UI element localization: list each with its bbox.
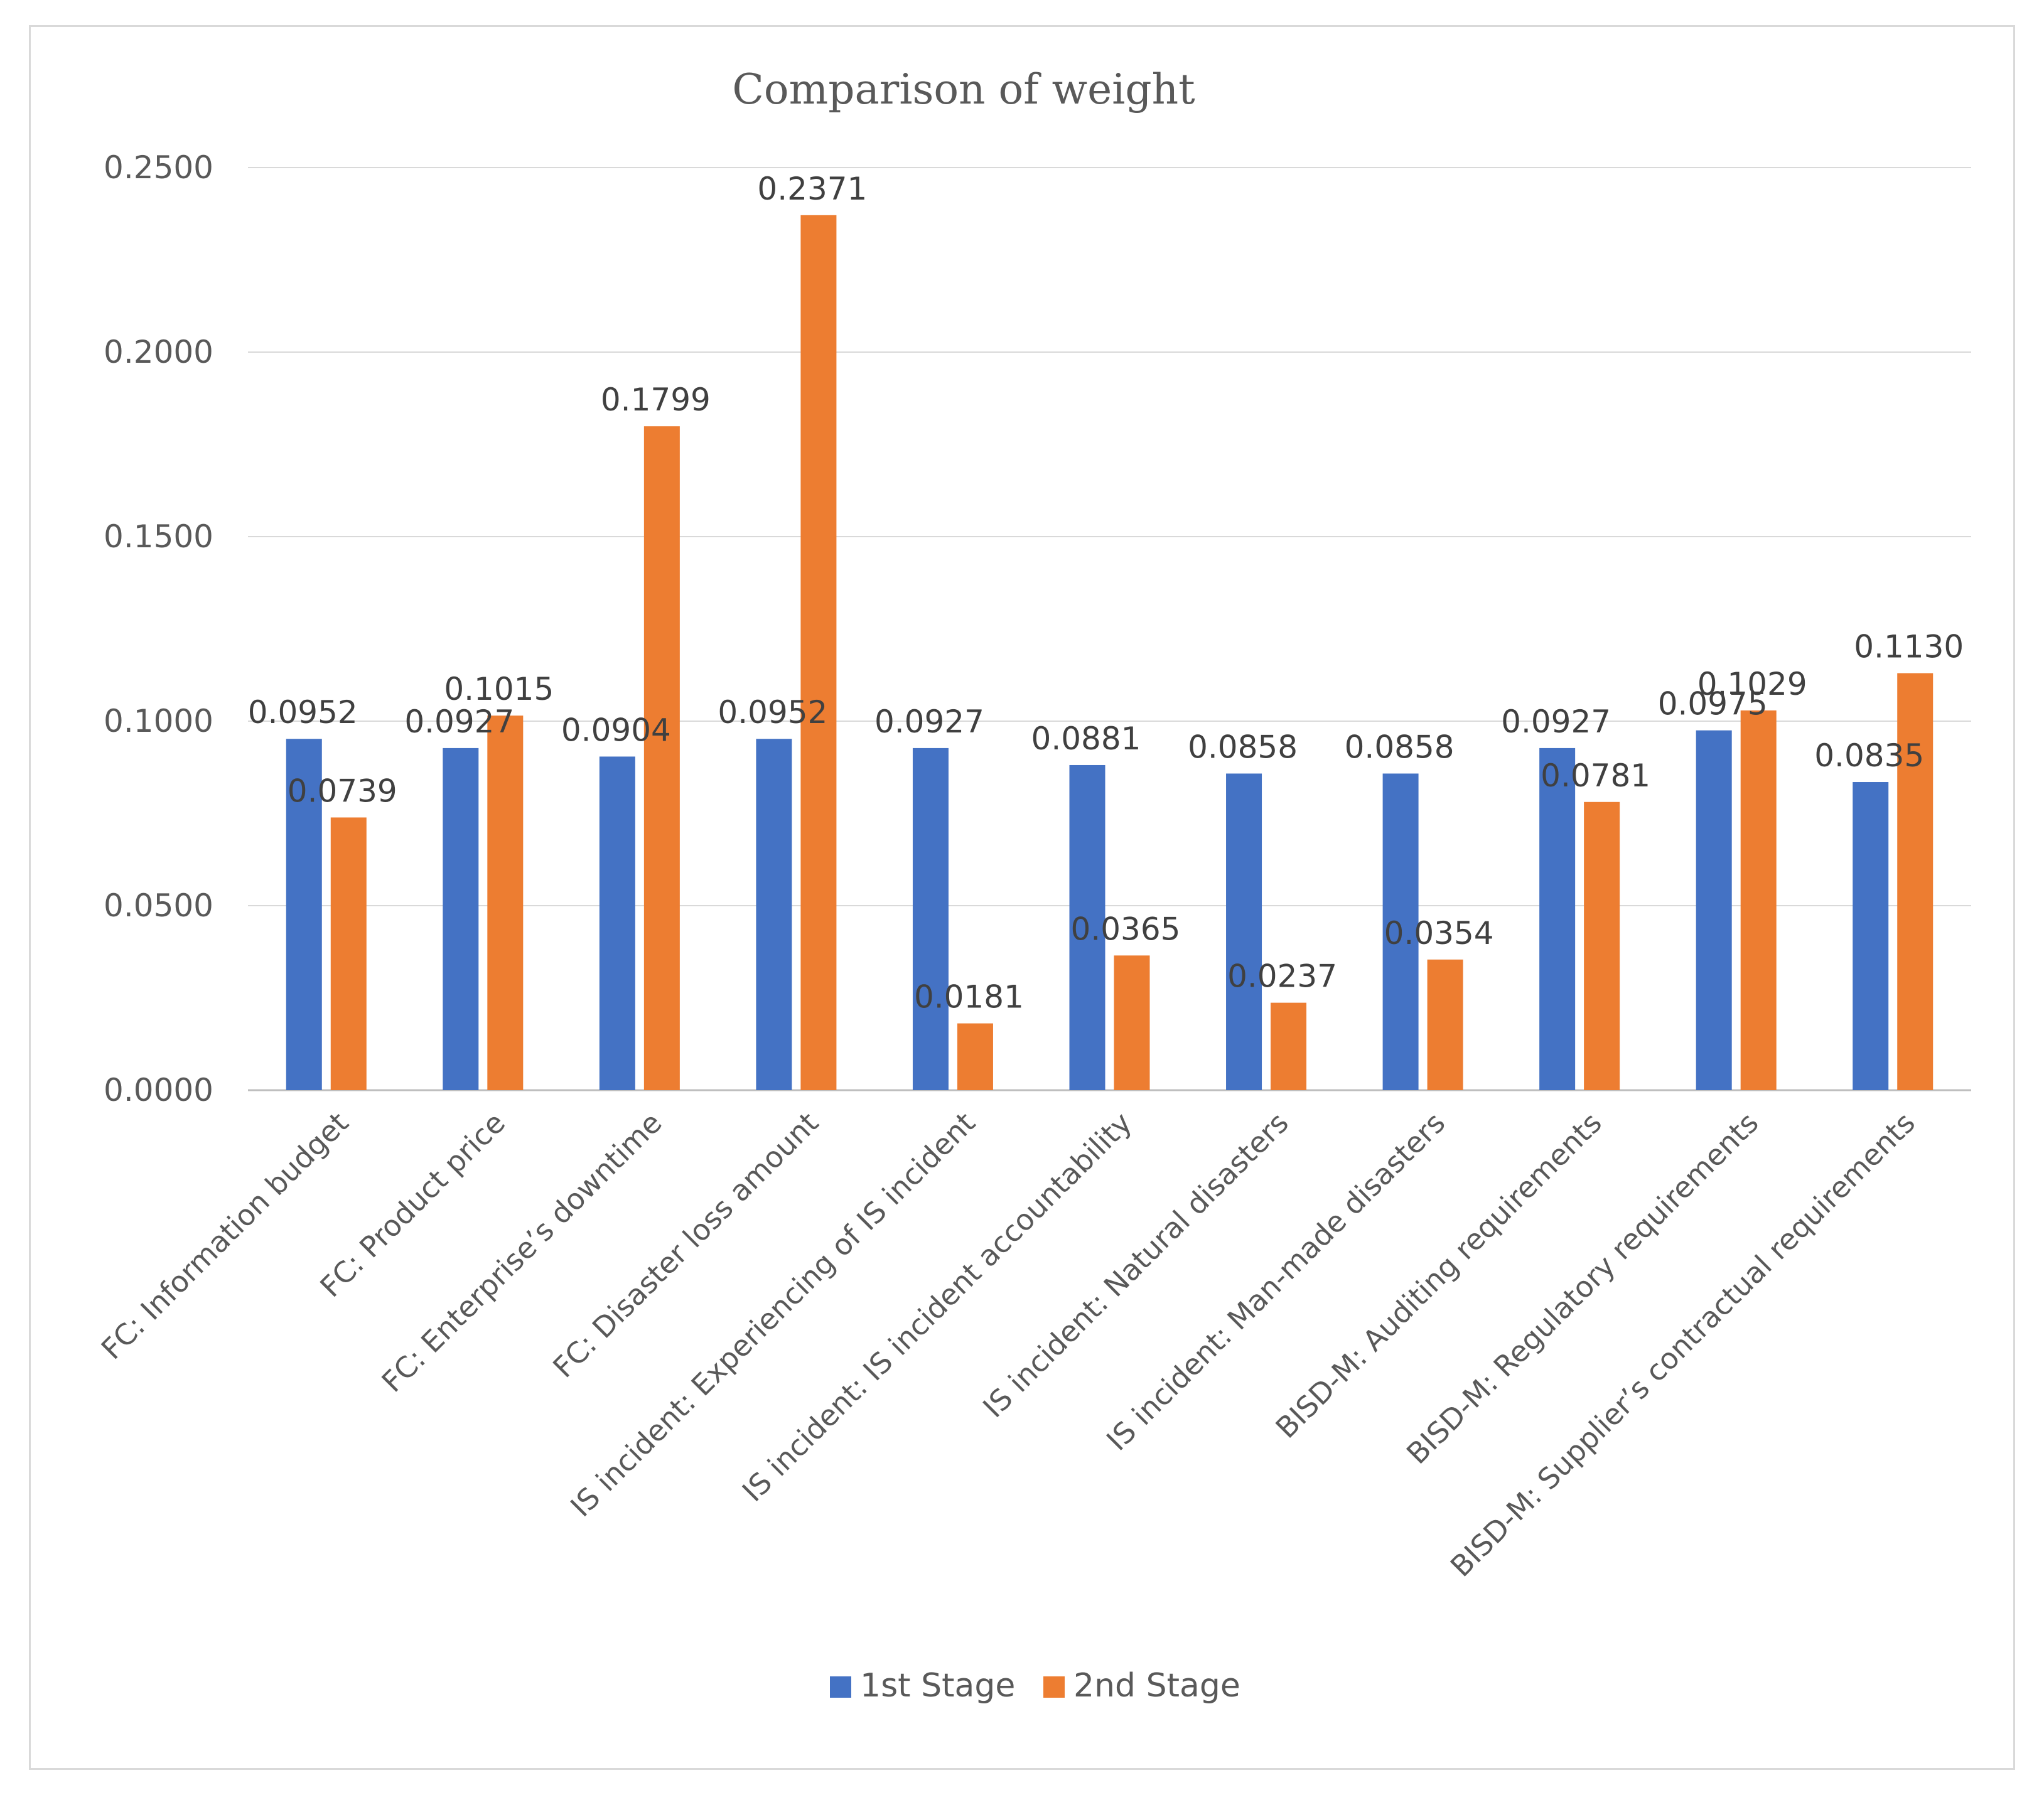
data-label: 0.0858	[1345, 729, 1455, 765]
bar-1st-stage	[1696, 730, 1732, 1090]
data-label: 0.1015	[444, 671, 554, 707]
data-label: 0.0354	[1384, 915, 1494, 951]
bar-1st-stage	[443, 747, 479, 1090]
bar-1st-stage	[1853, 782, 1889, 1090]
bar-2nd-stage	[1114, 955, 1150, 1090]
bar-1st-stage	[1539, 747, 1576, 1090]
data-label: 0.0927	[874, 704, 984, 740]
x-category-label: FC: Disaster loss amount	[546, 1106, 825, 1385]
y-tick-label: 0.2000	[104, 334, 213, 370]
bar-1st-stage	[1382, 773, 1419, 1090]
legend-entry: 2nd Stage	[1073, 1667, 1240, 1705]
bars	[286, 215, 1934, 1090]
data-label: 0.0365	[1071, 911, 1181, 947]
chart-title: Comparison of weight	[732, 65, 1195, 114]
bar-2nd-stage	[1584, 801, 1620, 1090]
data-label: 0.0881	[1031, 721, 1141, 757]
bar-1st-stage	[912, 747, 949, 1090]
legend: 1st Stage 2nd Stage	[830, 1667, 1240, 1705]
data-labels: 0.09520.07390.09270.10150.09040.17990.09…	[248, 171, 1964, 1015]
y-tick-label: 0.2500	[104, 149, 213, 186]
y-tick-label: 0.1000	[104, 703, 213, 739]
bar-2nd-stage	[1427, 959, 1463, 1090]
data-label: 0.0237	[1227, 958, 1337, 995]
legend-swatch	[830, 1676, 851, 1698]
data-label: 0.0952	[718, 694, 827, 731]
x-category-label: IS incident: Natural disasters	[976, 1106, 1295, 1425]
data-label: 0.1130	[1854, 629, 1964, 665]
bar-2nd-stage	[330, 817, 367, 1090]
bar-2nd-stage	[800, 215, 837, 1090]
x-category-label: BISD-M: Auditing requirements	[1269, 1106, 1608, 1445]
data-label: 0.0927	[1501, 704, 1611, 740]
y-axis-ticks: 0.0000 0.0500 0.1000 0.1500 0.2000 0.2500	[104, 149, 213, 1108]
y-tick-label: 0.0500	[104, 887, 213, 924]
data-label: 0.2371	[757, 171, 867, 207]
data-label: 0.0975	[1658, 686, 1768, 722]
bar-2nd-stage	[1897, 673, 1934, 1090]
bar-1st-stage	[756, 739, 792, 1090]
data-label: 0.1799	[601, 382, 711, 418]
bar-1st-stage	[1226, 773, 1262, 1090]
bar-2nd-stage	[1740, 710, 1777, 1090]
x-category-label: IS incident: Man-made disasters	[1100, 1106, 1451, 1457]
y-tick-label: 0.0000	[104, 1072, 213, 1108]
data-label: 0.1029	[1697, 666, 1807, 702]
bar-1st-stage	[1069, 764, 1105, 1090]
data-label: 0.0952	[248, 694, 358, 731]
data-label: 0.0858	[1188, 729, 1298, 765]
data-label: 0.0835	[1814, 737, 1924, 774]
gridlines	[248, 167, 1971, 1091]
bar-1st-stage	[599, 756, 635, 1090]
bar-2nd-stage	[643, 426, 680, 1090]
bar-2nd-stage	[487, 715, 524, 1090]
legend-entry: 1st Stage	[860, 1667, 1015, 1705]
y-tick-label: 0.1500	[104, 518, 213, 555]
data-label: 0.0739	[288, 773, 397, 809]
x-category-label: FC: Information budget	[95, 1106, 355, 1366]
data-label: 0.0781	[1541, 758, 1650, 794]
legend-swatch	[1043, 1676, 1065, 1698]
x-category-label: FC: Enterprise’s downtime	[375, 1106, 669, 1399]
data-label: 0.0927	[404, 704, 514, 740]
data-label: 0.0181	[914, 979, 1024, 1015]
bar-1st-stage	[286, 739, 322, 1090]
x-category-label: BISD-M: Regulatory requirements	[1400, 1106, 1765, 1471]
data-label: 0.0904	[561, 712, 671, 748]
bar-2nd-stage	[957, 1023, 993, 1090]
bar-2nd-stage	[1271, 1002, 1307, 1090]
